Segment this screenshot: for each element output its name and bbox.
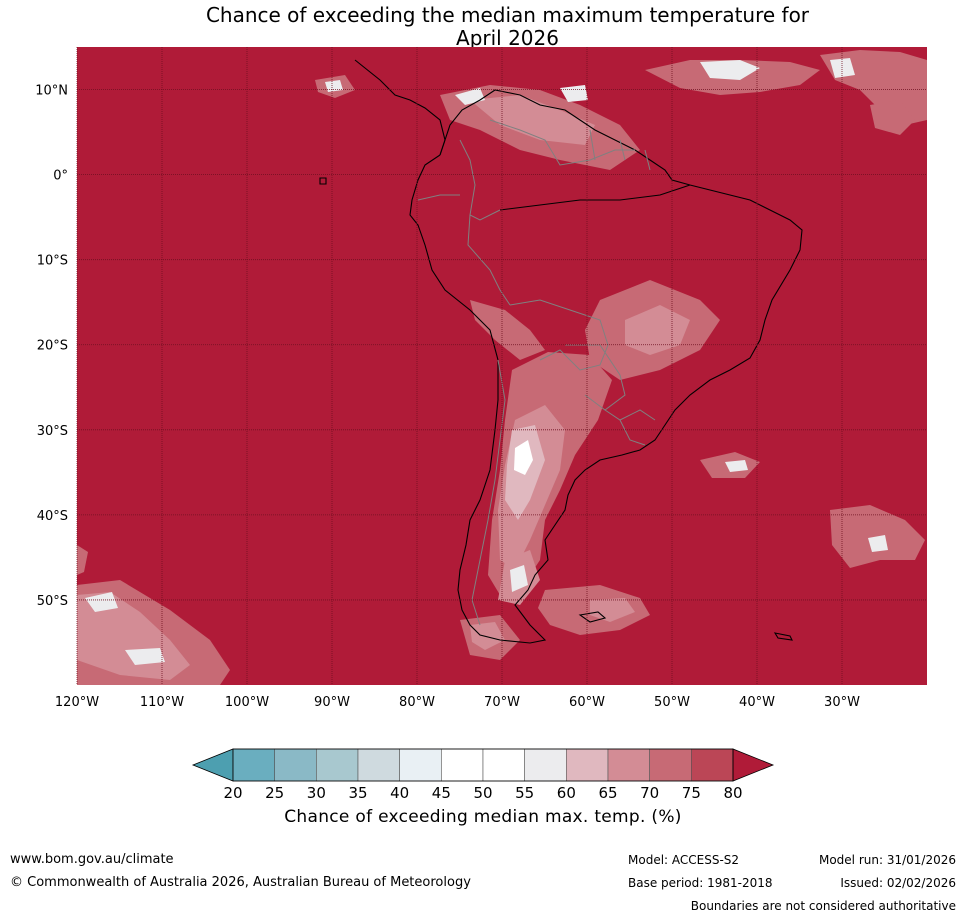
patch-pacific-n-white: [325, 80, 343, 92]
title-line-1: Chance of exceeding the median maximum t…: [205, 3, 810, 27]
lon-label-1: 110°W: [140, 695, 184, 710]
lat-label-5: 40°S: [37, 509, 68, 524]
colorbar-outline: [232, 748, 734, 782]
title-line-2: April 2026: [456, 26, 559, 50]
lat-label-2: 10°S: [37, 254, 68, 269]
coast-central-america: [354, 59, 446, 156]
colorbar-tick-0: 20: [223, 784, 242, 802]
colorbar-box-7: [524, 748, 567, 782]
footer-model-run: Model run: 31/01/2026: [818, 853, 956, 867]
lon-label-7: 50°W: [654, 695, 690, 710]
coast-amazon-river: [499, 184, 691, 211]
patch-venezuela-white: [455, 88, 485, 105]
colorbar-tick-10: 70: [640, 784, 659, 802]
colorbar-extend-high: [732, 748, 775, 782]
patch-patagonia-white: [510, 565, 528, 592]
colorbar-box-8: [566, 748, 609, 782]
longitude-labels: 120°W 110°W 100°W 90°W 80°W 70°W 60°W 50°W 40°W 3…: [55, 695, 860, 710]
footer-url: www.bom.gov.au/climate: [10, 852, 174, 867]
lon-label-3: 90°W: [314, 695, 350, 710]
patch-argentina-white: [514, 440, 533, 475]
patch-atlantic-ne-white: [700, 60, 760, 80]
lon-label-9: 30°W: [824, 695, 860, 710]
border-argentina-brazil: [604, 409, 656, 421]
lon-label-0: 120°W: [55, 695, 99, 710]
patch-atlantic-se-white: [868, 535, 888, 552]
coastline: [319, 59, 803, 644]
colorbar-tick-7: 55: [515, 784, 534, 802]
lon-label-8: 40°W: [739, 695, 775, 710]
border-chile-argentina: [471, 359, 506, 626]
country-boundaries: [417, 119, 656, 626]
patch-falklands-65: [590, 598, 635, 622]
colorbar-box-0: [232, 748, 275, 782]
colorbar-tick-9: 65: [598, 784, 617, 802]
lat-label-3: 20°S: [37, 339, 68, 354]
colorbar-tick-1: 25: [265, 784, 284, 802]
colorbar-box-4: [399, 748, 442, 782]
coast-south-america: [409, 89, 803, 644]
colorbar-box-10: [649, 748, 692, 782]
lon-label-5: 70°W: [484, 695, 520, 710]
colorbar: 20 25 30 35 40 45 50 55 60 65 70 75 80: [191, 748, 775, 802]
gridlines: [76, 47, 927, 685]
footer-issued: Issued: 02/02/2026: [840, 876, 956, 890]
patch-south-atl-65: [470, 622, 505, 650]
colorbar-tick-6: 50: [473, 784, 492, 802]
lat-label-1: 0°: [53, 169, 68, 184]
patch-pacific-w-70: [77, 545, 88, 575]
lat-label-6: 50°S: [37, 594, 68, 609]
footer-copyright: © Commonwealth of Australia 2026, Austra…: [10, 875, 471, 890]
colorbar-box-1: [274, 748, 317, 782]
border-ecuador: [417, 194, 460, 201]
patch-pacific-sw-white2: [125, 648, 165, 665]
colorbar-label: Chance of exceeding median max. temp. (%…: [284, 807, 682, 827]
coast-galapagos: [319, 177, 327, 185]
patch-venezuela-65: [470, 95, 595, 145]
colorbar-box-3: [357, 748, 400, 782]
colorbar-box-11: [691, 748, 734, 782]
patch-pacific-sw-white: [85, 592, 118, 612]
colorbar-extend-low: [191, 748, 234, 782]
map-title: Chance of exceeding the median maximum t…: [0, 4, 965, 50]
patch-atlantic-s-white: [725, 460, 748, 472]
colorbar-box-5: [441, 748, 484, 782]
lon-label-4: 80°W: [399, 695, 435, 710]
lat-label-0: 10°N: [35, 84, 68, 99]
patch-andes-70: [470, 300, 545, 360]
border-bolivia: [509, 299, 609, 371]
colorbar-tick-3: 35: [348, 784, 367, 802]
lon-label-6: 60°W: [569, 695, 605, 710]
footer-model: Model: ACCESS-S2: [628, 853, 740, 867]
colorbar-tick-2: 30: [307, 784, 326, 802]
patch-brazil-65: [625, 305, 690, 355]
border-guianas: [589, 129, 651, 171]
border-uruguay: [619, 419, 646, 446]
colorbar-tick-4: 40: [390, 784, 409, 802]
probability-patches: [77, 50, 927, 685]
lat-label-4: 30°S: [37, 424, 68, 439]
colorbar-tick-8: 60: [557, 784, 576, 802]
colorbar-tick-11: 75: [682, 784, 701, 802]
patch-atlantic-e-70: [870, 100, 915, 135]
colorbar-box-9: [607, 748, 650, 782]
border-venezuela: [489, 119, 635, 166]
colorbar-box-2: [316, 748, 359, 782]
coast-south-georgia: [773, 632, 793, 641]
latitude-labels: 10°N 0° 10°S 20°S 30°S 40°S 50°S: [35, 84, 68, 609]
colorbar-box-6: [482, 748, 525, 782]
border-colombia-brazil: [459, 139, 501, 221]
footer-disclaimer: Boundaries are not considered authoritat…: [690, 899, 956, 913]
colorbar-tick-5: 45: [432, 784, 451, 802]
border-paraguay: [565, 344, 626, 411]
border-peru-brazil: [467, 214, 511, 306]
lon-label-2: 100°W: [225, 695, 269, 710]
colorbar-tick-12: 80: [723, 784, 742, 802]
footer-base-period: Base period: 1981-2018: [628, 876, 773, 890]
patch-atlantic-ne2-white: [830, 58, 855, 78]
